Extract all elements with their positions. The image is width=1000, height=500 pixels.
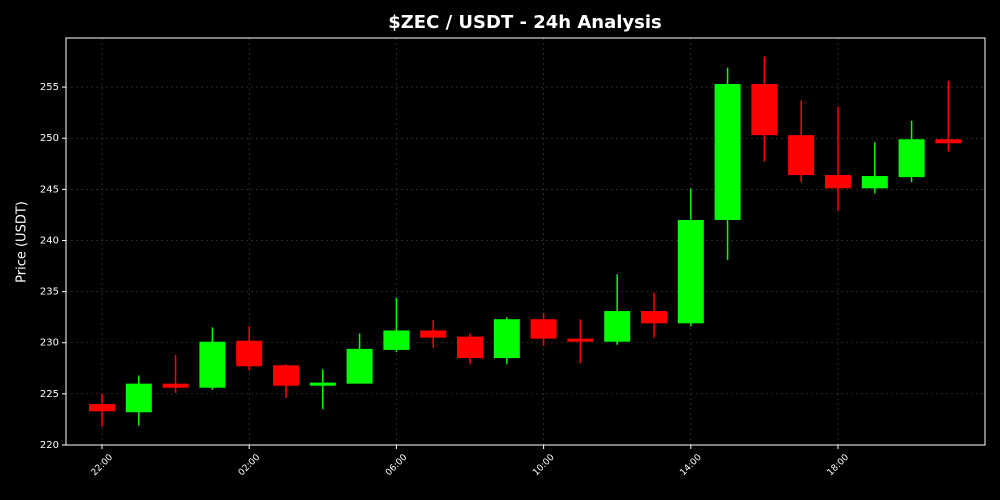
candle-body [861,176,888,189]
y-tick-label: 230 [40,338,59,349]
candle-body [457,336,483,359]
candle-body [714,84,741,221]
candle-body [309,382,336,386]
candle-body [788,135,815,176]
candle-body [530,319,557,339]
y-tick-label: 225 [40,389,59,400]
candle-body [641,311,667,324]
candle-body [493,319,520,359]
y-tick-label: 245 [40,184,59,195]
candle-body [898,139,925,178]
plot-frame [65,37,986,446]
chart-title: $ZEC / USDT - 24h Analysis [388,12,662,33]
candle-body [383,330,410,350]
y-axis-label: Price (USDT) [15,201,30,283]
candle-body [236,340,263,367]
candle-body [604,311,631,342]
candle-body [935,139,962,144]
candle-body [125,383,152,413]
candle-body [273,365,299,386]
y-tick-label: 250 [40,133,59,144]
candle-body [567,338,594,342]
candle-body [346,348,373,384]
y-tick-label: 235 [40,287,59,298]
candle-body [162,383,189,388]
candle-body [199,341,226,388]
candle-body [677,220,704,324]
candle-body [825,175,851,189]
y-tick-label: 240 [40,235,59,246]
y-tick-label: 255 [40,82,59,93]
candle-body [420,330,447,338]
candle-body [89,404,115,412]
y-tick-label: 220 [40,440,59,451]
candle-body [751,84,778,136]
